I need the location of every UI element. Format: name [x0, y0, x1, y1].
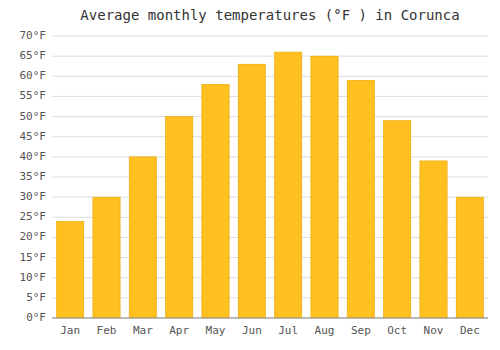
y-tick-label: 50°F: [20, 110, 47, 123]
y-tick-label: 35°F: [20, 170, 47, 183]
grid-line: [52, 318, 488, 319]
x-axis-line: [52, 318, 488, 319]
y-tick-label: 70°F: [20, 29, 47, 42]
grid-line: [52, 156, 488, 157]
y-tick-label: 5°F: [26, 291, 46, 304]
y-tick-label: 30°F: [20, 190, 47, 203]
y-tick-label: 60°F: [20, 69, 47, 82]
chart: 0°F 5°F 10°F 15°F 20°F 25°F 30°F 35°F 40°F 45°F 50…: [0, 0, 500, 350]
x-tick-label: Nov: [424, 324, 444, 337]
grid-line: [52, 116, 488, 117]
grid: [52, 36, 488, 318]
x-axis: Jan Feb Mar Apr May Jun Jul Aug Sep Oct Nov Dec: [60, 324, 480, 337]
x-tick-label: Feb: [97, 324, 117, 337]
y-axis: 0°F 5°F 10°F 15°F 20°F 25°F 30°F 35°F 40°F 45°F 50…: [20, 29, 47, 324]
bar: [166, 117, 193, 318]
x-tick-label: Aug: [315, 324, 335, 337]
grid-line: [52, 96, 488, 97]
bar: [311, 56, 338, 318]
bar: [129, 157, 156, 318]
y-tick-label: 65°F: [20, 49, 47, 62]
grid-line: [52, 136, 488, 137]
x-tick-label: Dec: [460, 324, 480, 337]
x-tick-label: Mar: [133, 324, 153, 337]
y-tick-label: 55°F: [20, 89, 47, 102]
bar: [57, 221, 84, 318]
x-tick-label: May: [206, 324, 226, 337]
title: Average monthly temperatures (°F ) in Co…: [80, 7, 459, 23]
bar: [275, 52, 302, 318]
x-tick-label: Oct: [387, 324, 407, 337]
x-tick-label: Sep: [351, 324, 371, 337]
y-tick-label: 0°F: [26, 311, 46, 324]
bar: [456, 197, 483, 318]
x-tick-label: Apr: [169, 324, 189, 337]
y-tick-label: 40°F: [20, 150, 47, 163]
grid-line: [52, 76, 488, 77]
bar: [384, 121, 411, 318]
y-tick-label: 15°F: [20, 251, 47, 264]
y-tick-label: 20°F: [20, 230, 47, 243]
bar: [93, 197, 120, 318]
bar: [202, 84, 229, 318]
grid-line: [52, 56, 488, 57]
x-tick-label: Jan: [60, 324, 80, 337]
y-tick-label: 45°F: [20, 130, 47, 143]
y-tick-label: 25°F: [20, 210, 47, 223]
bar: [238, 64, 265, 318]
y-tick-label: 10°F: [20, 271, 47, 284]
bar: [420, 161, 447, 318]
bars: [57, 52, 484, 318]
x-tick-label: Jun: [242, 324, 262, 337]
x-tick-label: Jul: [278, 324, 298, 337]
grid-line: [52, 36, 488, 37]
chart-container: 0°F 5°F 10°F 15°F 20°F 25°F 30°F 35°F 40°F 45°F 50…: [0, 0, 500, 350]
bar: [347, 80, 374, 318]
